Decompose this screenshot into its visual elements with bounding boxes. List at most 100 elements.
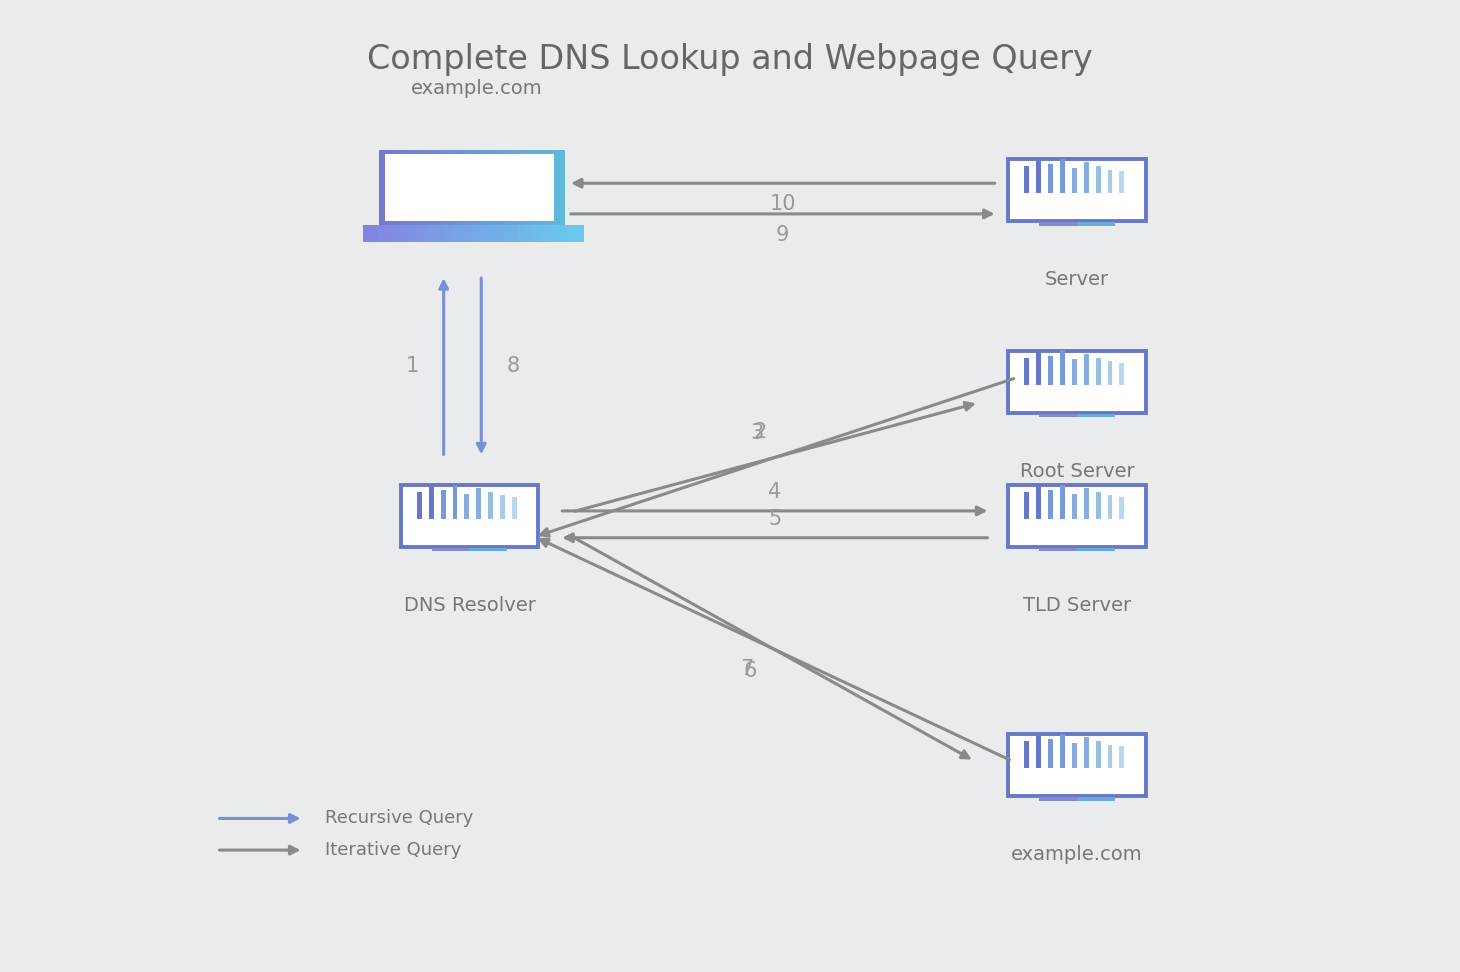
Bar: [510, 150, 514, 225]
Bar: [1077, 547, 1115, 551]
Bar: [1040, 797, 1077, 801]
Bar: [1040, 222, 1077, 226]
Bar: [569, 225, 577, 241]
Bar: [555, 150, 561, 225]
Bar: [1095, 741, 1101, 768]
Bar: [546, 150, 550, 225]
Bar: [1120, 498, 1124, 519]
Bar: [463, 150, 467, 225]
Bar: [403, 150, 407, 225]
Bar: [448, 150, 454, 225]
Bar: [501, 496, 505, 519]
Bar: [1060, 351, 1064, 385]
Bar: [1077, 222, 1115, 226]
Bar: [550, 150, 556, 225]
Bar: [510, 225, 518, 241]
Bar: [512, 498, 517, 519]
Text: 10: 10: [769, 194, 796, 214]
Bar: [451, 225, 458, 241]
Bar: [1120, 171, 1124, 193]
Bar: [1077, 413, 1115, 417]
Bar: [1037, 486, 1041, 519]
Bar: [1108, 496, 1113, 519]
Bar: [1108, 170, 1113, 193]
Bar: [537, 150, 542, 225]
Bar: [524, 225, 533, 241]
FancyBboxPatch shape: [1009, 158, 1146, 221]
FancyBboxPatch shape: [1009, 351, 1146, 412]
Bar: [464, 494, 470, 519]
Bar: [415, 225, 422, 241]
Bar: [1072, 743, 1077, 768]
Bar: [1095, 358, 1101, 385]
Bar: [458, 150, 463, 225]
Bar: [453, 485, 457, 519]
Bar: [432, 547, 470, 551]
Bar: [412, 150, 416, 225]
Bar: [1083, 488, 1089, 519]
Bar: [1025, 741, 1029, 768]
Bar: [562, 225, 569, 241]
Text: Server: Server: [1045, 270, 1110, 290]
Bar: [416, 150, 422, 225]
Bar: [1037, 160, 1041, 193]
Bar: [476, 150, 482, 225]
Bar: [1060, 485, 1064, 519]
Text: 5: 5: [768, 508, 781, 529]
FancyBboxPatch shape: [402, 485, 539, 546]
Bar: [384, 150, 388, 225]
Bar: [1048, 356, 1053, 385]
Bar: [542, 150, 546, 225]
Bar: [502, 225, 511, 241]
Bar: [1077, 797, 1115, 801]
Text: 1: 1: [406, 356, 419, 376]
Bar: [458, 225, 467, 241]
Text: example.com: example.com: [1012, 846, 1143, 864]
Bar: [444, 150, 450, 225]
Text: 3: 3: [750, 423, 764, 443]
Bar: [399, 150, 403, 225]
Bar: [1060, 734, 1064, 768]
Text: 4: 4: [768, 482, 781, 502]
Bar: [527, 150, 533, 225]
Bar: [495, 150, 501, 225]
Bar: [488, 492, 493, 519]
Bar: [1072, 360, 1077, 385]
Bar: [371, 225, 378, 241]
Bar: [1048, 164, 1053, 193]
Bar: [1072, 168, 1077, 193]
Bar: [482, 150, 486, 225]
Bar: [467, 150, 473, 225]
Bar: [470, 547, 508, 551]
Bar: [1095, 166, 1101, 193]
Bar: [437, 225, 444, 241]
Bar: [422, 225, 429, 241]
Bar: [495, 225, 504, 241]
Bar: [514, 150, 518, 225]
Bar: [540, 225, 548, 241]
Bar: [1025, 492, 1029, 519]
Bar: [435, 150, 439, 225]
Bar: [523, 150, 529, 225]
Text: 2: 2: [753, 423, 766, 442]
Bar: [473, 225, 482, 241]
Bar: [499, 150, 505, 225]
Bar: [480, 225, 489, 241]
Bar: [517, 225, 526, 241]
Bar: [407, 150, 412, 225]
Bar: [439, 150, 444, 225]
Bar: [1025, 166, 1029, 193]
Bar: [400, 225, 407, 241]
Text: DNS Resolver: DNS Resolver: [404, 596, 536, 615]
Bar: [441, 490, 445, 519]
Bar: [393, 225, 400, 241]
Bar: [378, 225, 385, 241]
Text: example.com: example.com: [412, 79, 543, 98]
Bar: [561, 150, 565, 225]
Bar: [431, 150, 435, 225]
Bar: [466, 225, 474, 241]
Bar: [1048, 490, 1053, 519]
Bar: [1037, 736, 1041, 768]
Bar: [380, 150, 384, 225]
Bar: [393, 150, 399, 225]
